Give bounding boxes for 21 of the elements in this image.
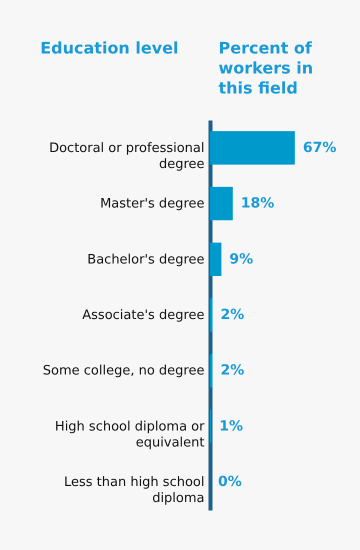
y-tick-label: Bachelor's degree — [87, 252, 204, 268]
y-tick-label: Less than high school diploma — [64, 475, 204, 506]
data-label: 67% — [302, 140, 336, 156]
y-tick-label: High school diploma or equivalent — [54, 419, 206, 450]
data-label: 1% — [219, 418, 244, 434]
data-label: 18% — [240, 196, 274, 212]
y-tick-label: Some college, no degree — [42, 364, 204, 379]
bar — [210, 354, 213, 388]
bar — [210, 298, 213, 332]
data-label: 2% — [220, 362, 244, 379]
data-label: 0% — [218, 474, 242, 490]
bar — [210, 242, 222, 276]
x-axis-title: Percent of workers in this field — [218, 38, 314, 98]
y-tick-label: Associate's degree — [82, 308, 204, 323]
data-label: 9% — [229, 251, 254, 268]
bar — [210, 186, 233, 220]
y-axis-title: Education level — [40, 38, 178, 58]
bar — [210, 131, 295, 165]
y-tick-label: Doctoral or professional degree — [49, 140, 204, 172]
data-label: 2% — [220, 307, 244, 323]
y-tick-label: Master's degree — [100, 196, 204, 212]
